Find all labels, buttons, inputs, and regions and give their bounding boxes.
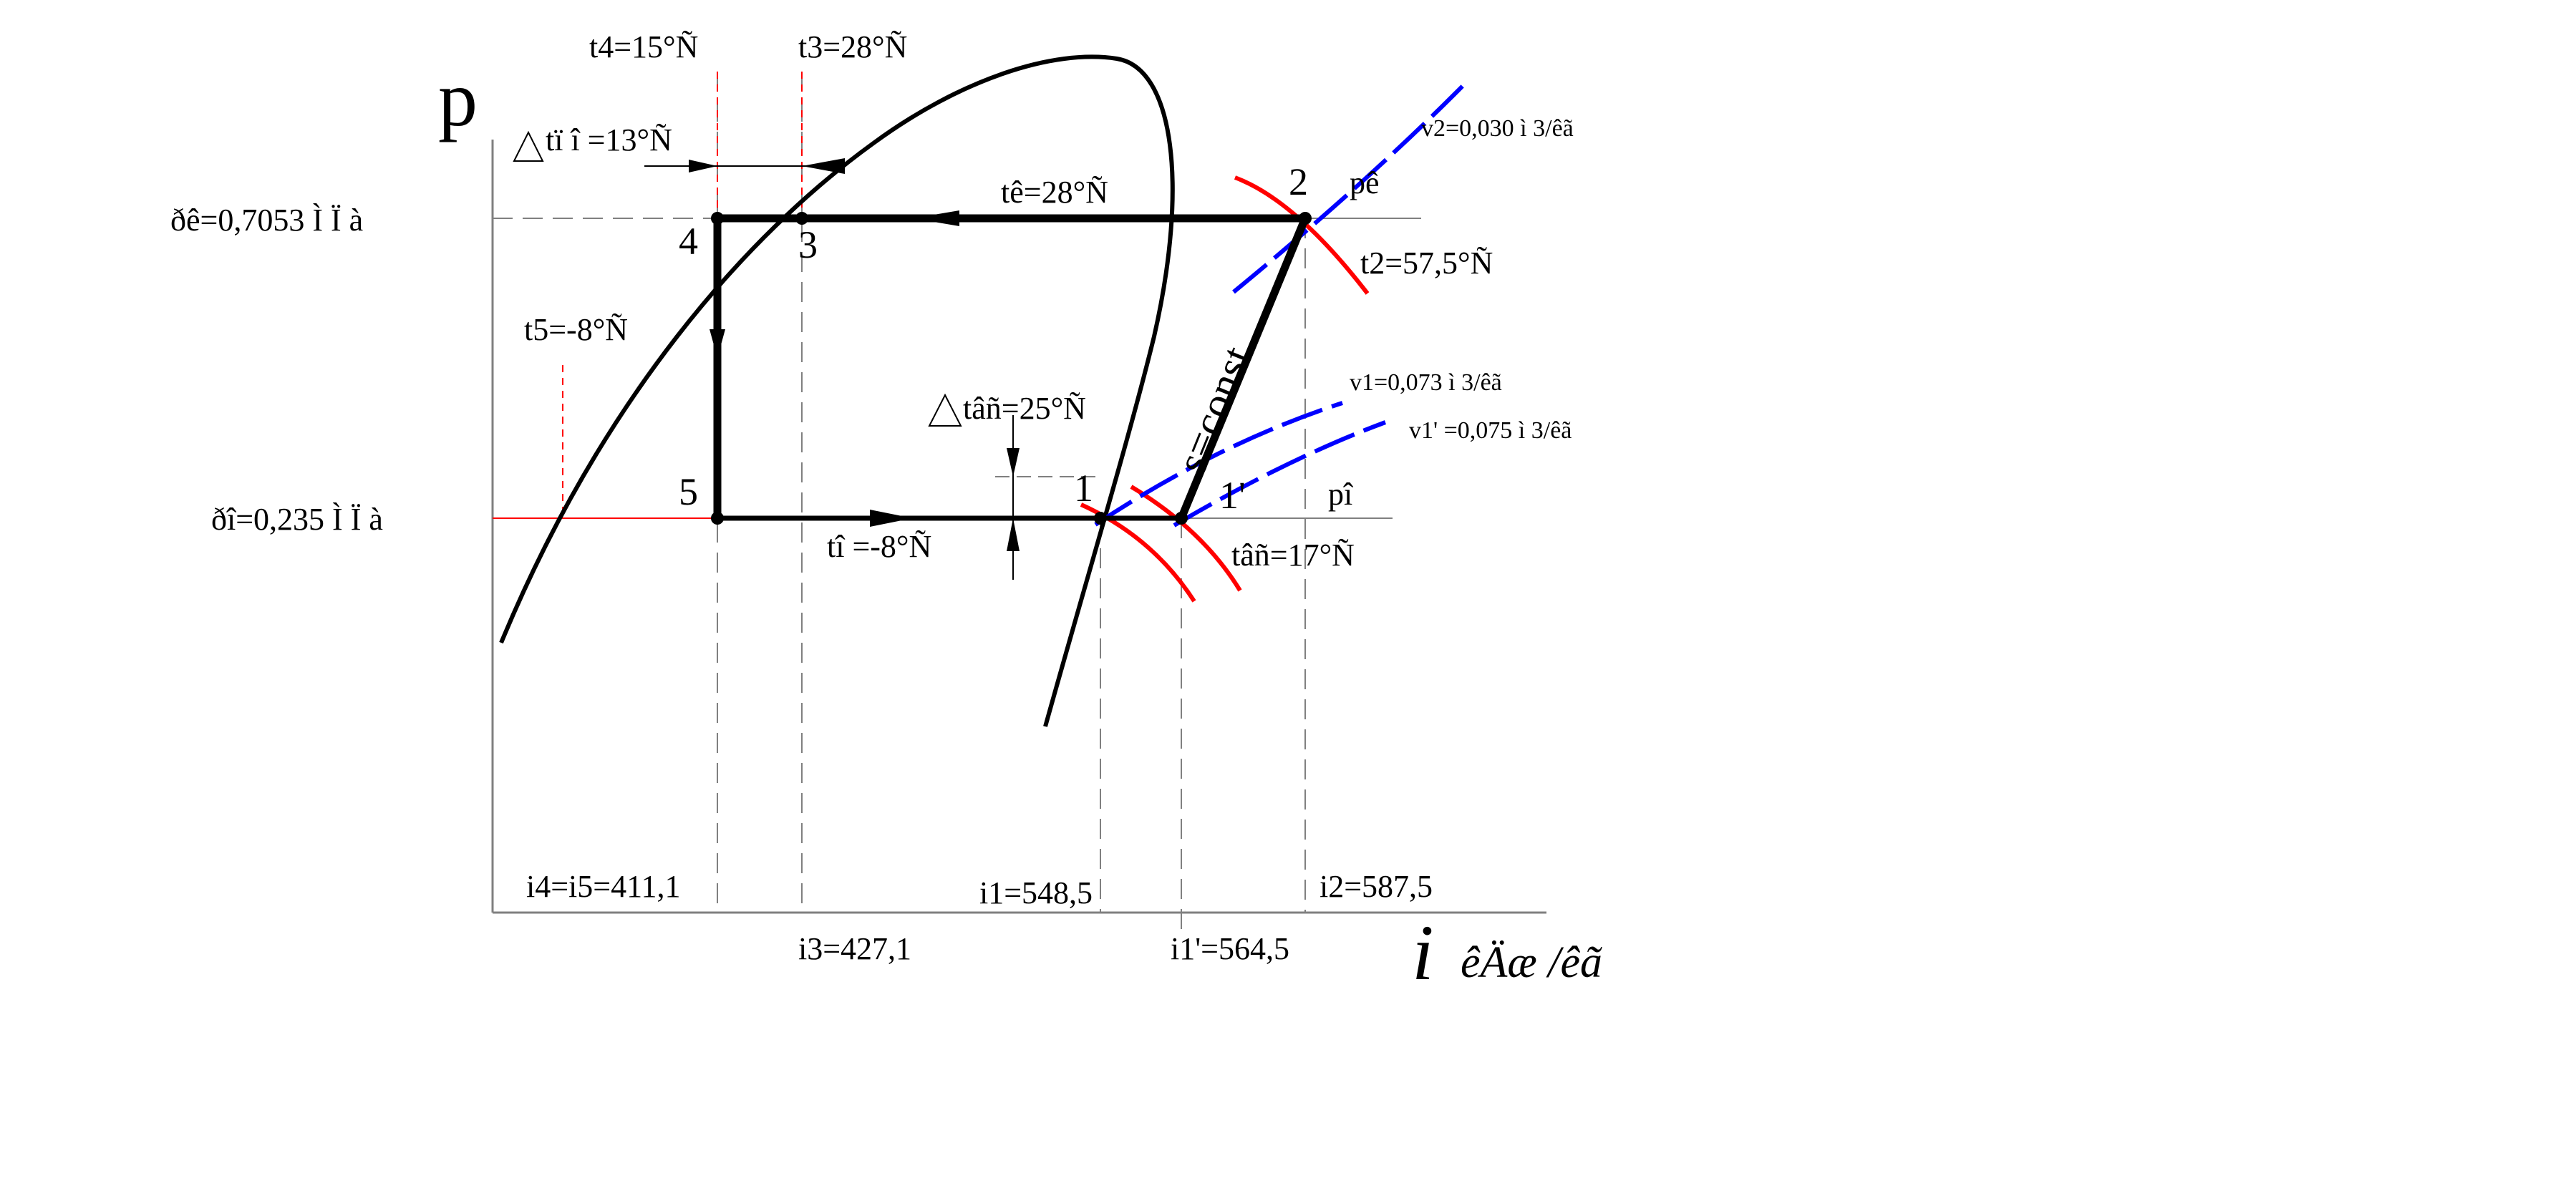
tk-label: tê=28°Ñ <box>1001 175 1108 210</box>
point-label-1: 1 <box>1074 467 1093 510</box>
point-label-2: 2 <box>1289 160 1308 203</box>
dt-sup-top-arrow <box>1007 448 1020 477</box>
t-sup-label: tâñ=17°Ñ <box>1231 538 1355 573</box>
pk-pressure-label: ðê=0,7053 Ì Ï à <box>170 203 363 238</box>
state-point-2 <box>1299 212 1312 225</box>
v1-isochore <box>1094 401 1343 527</box>
t3-label: t3=28°Ñ <box>798 29 907 64</box>
saturation-curve <box>499 54 1175 727</box>
t2-label: t2=57,5°Ñ <box>1360 246 1493 281</box>
pk-isobar-label: pê <box>1350 165 1380 200</box>
state-point-1 <box>1094 512 1107 525</box>
isotherm-at-point-1p <box>1130 485 1242 592</box>
v2-isochore <box>1232 79 1470 294</box>
y-axis-label: p <box>438 55 478 142</box>
state-point-3 <box>795 212 808 225</box>
state-point-1p <box>1175 512 1188 525</box>
delta-symbol-subcooling <box>513 130 544 162</box>
dt-sub-left-arrow <box>689 160 717 172</box>
point-label-1p: 1' <box>1219 474 1246 517</box>
v1-label: v1=0,073 ì 3/êã <box>1350 369 1502 396</box>
point-label-4: 4 <box>679 220 698 263</box>
dt-sup-bottom-arrow <box>1007 518 1020 551</box>
compression-line <box>1177 216 1309 520</box>
x-axis-label: i <box>1412 909 1434 996</box>
i45-label: i4=i5=411,1 <box>526 869 680 904</box>
to-label: tî =-8°Ñ <box>827 529 931 564</box>
state-point-4 <box>711 212 724 225</box>
dt-sub-right-arrow <box>802 158 845 174</box>
delta-symbol-superheat <box>928 393 962 427</box>
i1p-label: i1'=564,5 <box>1171 931 1289 966</box>
point-label-3: 3 <box>798 223 818 266</box>
throttling-arrow <box>710 329 725 358</box>
evaporation-arrow <box>870 510 913 527</box>
i2-label: i2=587,5 <box>1320 869 1433 904</box>
dt-sub-label: tï î =13°Ñ <box>546 122 672 157</box>
t4-label: t4=15°Ñ <box>589 29 698 64</box>
condensation-arrow <box>913 210 959 226</box>
po-pressure-label: ðî=0,235 Ì Ï à <box>211 502 383 537</box>
v2-label: v2=0,030 ì 3/êã <box>1421 115 1574 142</box>
s-const-label: s=const <box>1168 339 1261 479</box>
v1p-label: v1' =0,075 ì 3/êã <box>1409 417 1572 444</box>
dt-sup-label: tâñ=25°Ñ <box>963 391 1086 426</box>
po-isobar-label: pî <box>1328 477 1354 512</box>
v1p-isochore <box>1173 420 1387 528</box>
state-point-5 <box>711 512 724 525</box>
i3-label: i3=427,1 <box>798 931 911 966</box>
point-label-5: 5 <box>679 470 698 513</box>
i1-label: i1=548,5 <box>979 875 1093 910</box>
x-axis-unit: êÄæ /êã <box>1461 938 1602 987</box>
t5-label: t5=-8°Ñ <box>524 312 628 347</box>
